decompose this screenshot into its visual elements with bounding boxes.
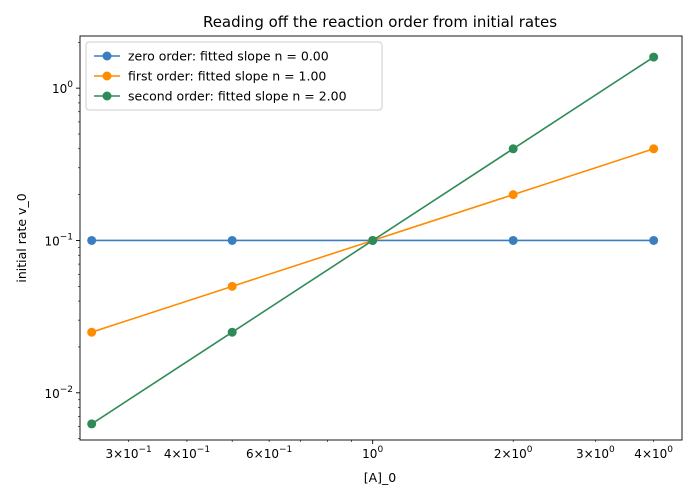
legend-label: second order: fitted slope n = 2.00 <box>128 89 347 104</box>
tick-exponent: 0 <box>527 445 533 455</box>
tick-exponent: 0 <box>667 445 673 455</box>
legend-box <box>85 41 383 111</box>
tick-exponent: −1 <box>138 445 151 455</box>
tick-exponent: −1 <box>60 232 73 242</box>
tick-exponent: −1 <box>279 445 292 455</box>
x-tick-label: 4×10−1 <box>164 445 210 461</box>
y-tick-label: 10−1 <box>44 232 73 248</box>
tick-exponent: −2 <box>60 385 73 395</box>
data-point <box>649 235 659 245</box>
tick-exponent: 0 <box>67 80 73 90</box>
data-point <box>227 281 237 291</box>
data-point <box>87 327 97 337</box>
x-tick-label: 2×100 <box>494 445 533 461</box>
axes-frame <box>79 35 683 441</box>
legend-label: zero order: fitted slope n = 0.00 <box>128 49 329 64</box>
tick-mantissa: 3 <box>576 447 584 461</box>
data-point <box>649 144 659 154</box>
plot-area <box>87 52 659 429</box>
data-point <box>508 144 518 154</box>
data-point <box>508 190 518 200</box>
tick-mantissa: 3 <box>106 447 114 461</box>
tick-mantissa: 4 <box>634 447 642 461</box>
x-tick-label: 6×10−1 <box>246 445 292 461</box>
data-point <box>227 235 237 245</box>
y-tick-label: 100 <box>52 80 73 96</box>
data-point <box>649 52 659 62</box>
legend-entry-1: first order: fitted slope n = 1.00 <box>94 69 326 84</box>
legend-swatch-marker <box>102 91 112 101</box>
series-2 <box>87 52 659 429</box>
y-tick-label: 10−2 <box>44 385 73 401</box>
tick-exponent: 0 <box>377 445 383 455</box>
tick-exponent: 0 <box>609 445 615 455</box>
tick-mantissa: 6 <box>246 447 254 461</box>
tick-mantissa: 2 <box>494 447 502 461</box>
y-axis-label: initial rate v_0 <box>14 193 29 282</box>
x-tick-label: 3×10−1 <box>106 445 152 461</box>
legend: zero order: fitted slope n = 0.00 first o… <box>85 41 383 111</box>
data-point <box>368 235 378 245</box>
tick-mantissa: 4 <box>164 447 172 461</box>
x-tick-label: 4×100 <box>634 445 673 461</box>
x-tick-label: 3×100 <box>576 445 615 461</box>
data-point <box>87 235 97 245</box>
legend-entry-2: second order: fitted slope n = 2.00 <box>94 89 347 104</box>
x-tick-label: 100 <box>362 445 383 461</box>
legend-swatch-marker <box>102 51 112 61</box>
tick-exponent: −1 <box>197 445 210 455</box>
axes: 3×10−1 4×10−1 6×10−1 100 2×100 3×100 4×100 10−2… <box>44 35 683 461</box>
legend-entry-0: zero order: fitted slope n = 0.00 <box>94 49 329 64</box>
data-point <box>227 327 237 337</box>
data-point <box>87 419 97 429</box>
legend-swatch-marker <box>102 71 112 81</box>
chart-title: Reading off the reaction order from init… <box>203 13 557 31</box>
x-axis-label: [A]_0 <box>364 470 397 485</box>
data-point <box>508 235 518 245</box>
legend-label: first order: fitted slope n = 1.00 <box>128 69 326 84</box>
